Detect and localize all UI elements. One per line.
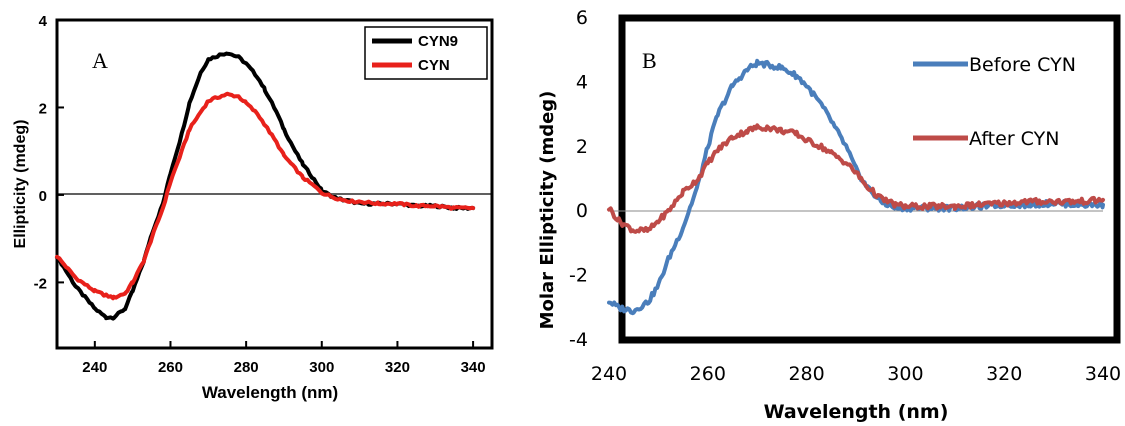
panel-a-y-tick-label-2: 2 [39, 100, 47, 117]
legend-label-cyn9: CYN9 [418, 33, 458, 50]
panel-a-x-tick-label-260: 260 [158, 359, 183, 376]
panel-a-y-axis-title: Ellipticity (mdeg) [12, 120, 29, 249]
panel-a-y-tick-label-2: -2 [34, 275, 47, 292]
panel-a-legend: CYN9 CYN [364, 26, 488, 80]
panel-b-x-ticks: 240 260 280 300 320 340 [591, 363, 1121, 385]
panel-b-x-tick-label-260: 260 [690, 363, 726, 385]
legend-label-after-cyn: After CYN [969, 128, 1059, 150]
panel-b-x-tick-label-340: 340 [1085, 363, 1121, 385]
legend-label-before-cyn: Before CYN [969, 54, 1076, 76]
series-line-cyn9 [55, 51, 476, 321]
panel-b-legend: Before CYN After CYN [913, 54, 1076, 150]
panel-a-y-tick-label-4: 4 [39, 13, 48, 30]
panel-a-x-axis-title: Wavelength (nm) [202, 383, 338, 402]
panel-a-y-ticks: 4 2 0 -2 [34, 13, 64, 292]
panel-b-x-tick-label-240: 240 [591, 363, 627, 385]
panel-b-x-tick-label-320: 320 [986, 363, 1022, 385]
panel-b-x-tick-label-280: 280 [788, 363, 824, 385]
panel-b-y-tick-label-0: 0 [576, 200, 588, 222]
panel-a-x-ticks: 240 260 280 300 320 340 [82, 341, 486, 376]
panel-a-x-tick-label-320: 320 [385, 359, 410, 376]
panel-b-y-tick-label-6: 6 [576, 7, 588, 29]
panel-b-y-tick-label-4: -4 [569, 329, 588, 351]
panel-b-y-axis-title: Molar Ellipticity (mdeg) [537, 91, 558, 330]
panel-b-outer-frame [618, 14, 1121, 344]
panel-a: 4 2 0 -2 240 260 280 300 320 340 A CYN9 CYN Wave… [12, 13, 494, 402]
series-line-cyn [55, 91, 476, 301]
panel-b-y-tick-label-4: 4 [576, 71, 588, 93]
panel-b: 6 4 2 0 -2 -4 240 260 280 300 320 340 B Before CYN… [537, 7, 1121, 423]
panel-b-x-axis-title: Wavelength (nm) [764, 401, 949, 423]
panel-a-x-tick-label-280: 280 [234, 359, 259, 376]
series-line-before-cyn [607, 58, 1105, 316]
panel-b-y-ticks: 6 4 2 0 -2 -4 [569, 7, 588, 351]
panel-b-x-tick-label-300: 300 [887, 363, 923, 385]
panel-a-label: A [92, 48, 108, 73]
panel-b-y-tick-label-2: -2 [569, 265, 588, 287]
panel-b-label: B [642, 48, 657, 73]
panel-b-y-tick-label-2: 2 [576, 136, 588, 158]
legend-label-cyn: CYN [418, 57, 450, 74]
panel-b-series-group [607, 58, 1105, 316]
series-line-after-cyn [607, 123, 1105, 234]
panel-a-x-tick-label-300: 300 [309, 359, 334, 376]
panel-a-y-tick-label-0: 0 [39, 188, 47, 205]
panel-a-series-group [55, 51, 476, 321]
panel-a-x-tick-label-340: 340 [461, 359, 486, 376]
panel-a-plot-frame [55, 18, 494, 350]
panel-a-x-tick-label-240: 240 [82, 359, 107, 376]
panel-a-legend-box [364, 26, 488, 80]
